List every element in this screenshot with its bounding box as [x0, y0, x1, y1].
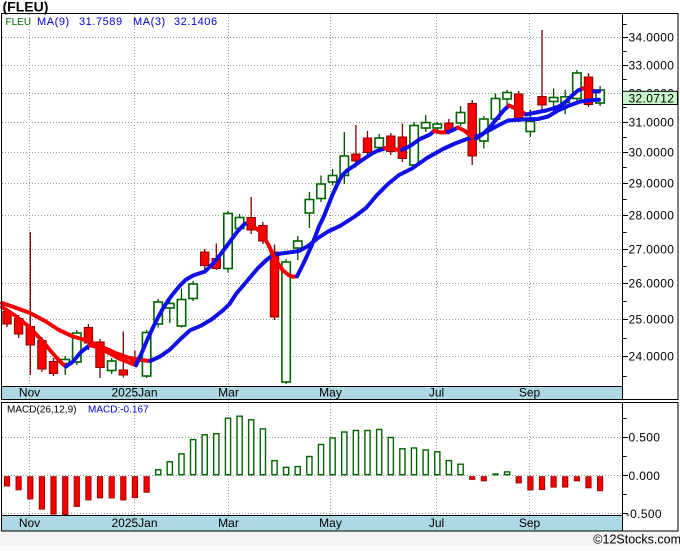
svg-text:-0.500: -0.500: [626, 507, 662, 521]
svg-text:29.0000: 29.0000: [629, 177, 675, 191]
svg-text:25.0000: 25.0000: [629, 313, 675, 327]
svg-text:Nov: Nov: [19, 386, 40, 400]
svg-text:Jul: Jul: [429, 516, 444, 530]
svg-text:May: May: [319, 516, 342, 530]
svg-text:Mar: Mar: [218, 516, 239, 530]
svg-text:28.0000: 28.0000: [629, 209, 675, 223]
svg-text:MACD(26,12,9): MACD(26,12,9): [7, 405, 76, 416]
svg-text:33.0000: 33.0000: [629, 59, 675, 73]
svg-text:32.1406: 32.1406: [174, 16, 218, 28]
svg-text:MA(9): MA(9): [37, 16, 70, 28]
svg-text:©12Stocks.com: ©12Stocks.com: [593, 533, 680, 547]
svg-text:26.0000: 26.0000: [629, 277, 675, 291]
svg-text:FLEU: FLEU: [6, 17, 32, 28]
svg-text:27.0000: 27.0000: [629, 243, 675, 257]
svg-text:32.0712: 32.0712: [629, 91, 675, 105]
svg-text:Sep: Sep: [519, 516, 541, 530]
svg-text:34.0000: 34.0000: [629, 31, 675, 45]
svg-text:Jul: Jul: [429, 386, 444, 400]
svg-text:MACD:-0.167: MACD:-0.167: [88, 405, 149, 416]
svg-text:0.500: 0.500: [629, 431, 661, 445]
svg-text:2025Jan: 2025Jan: [111, 516, 157, 530]
svg-text:Nov: Nov: [19, 516, 40, 530]
svg-text:24.0000: 24.0000: [629, 350, 675, 364]
svg-text:30.0000: 30.0000: [629, 146, 675, 160]
svg-text:31.0000: 31.0000: [629, 116, 675, 130]
svg-text:(FLEU): (FLEU): [3, 0, 49, 15]
svg-text:May: May: [319, 386, 342, 400]
svg-text:0.000: 0.000: [629, 469, 661, 483]
svg-text:2025Jan: 2025Jan: [111, 386, 157, 400]
svg-text:Sep: Sep: [519, 386, 541, 400]
svg-text:31.7589: 31.7589: [79, 16, 123, 28]
svg-text:Mar: Mar: [218, 386, 239, 400]
svg-text:MA(3): MA(3): [133, 16, 166, 28]
